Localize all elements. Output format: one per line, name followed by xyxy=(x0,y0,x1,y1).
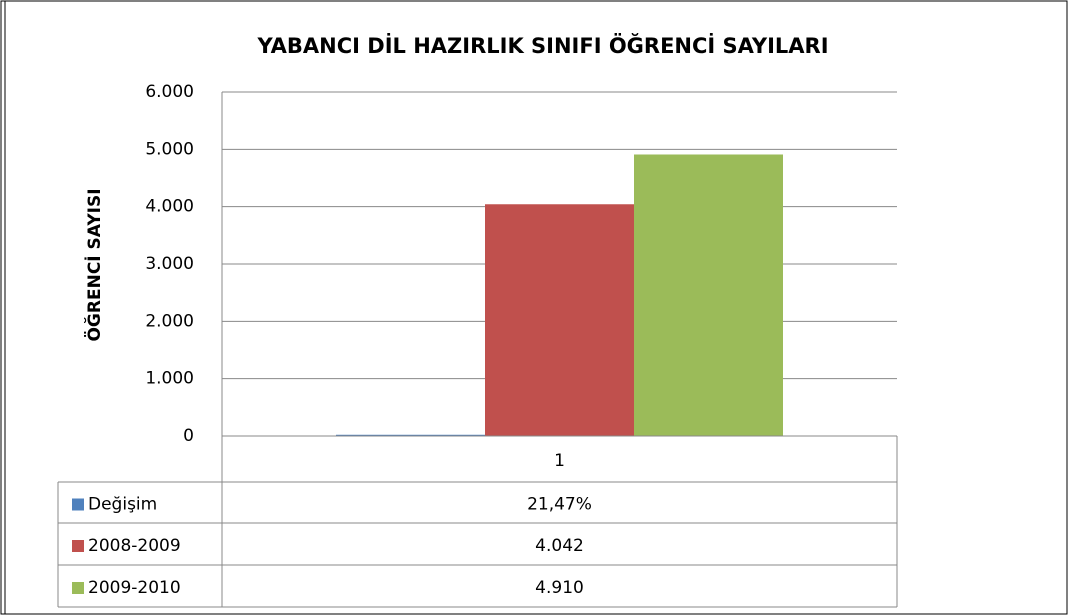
y-tick-label: 4.000 xyxy=(145,197,194,217)
y-tick-label: 5.000 xyxy=(145,139,194,159)
legend-key xyxy=(72,498,84,511)
legend-label: 2009-2010 xyxy=(88,578,181,598)
x-tick-label: 1 xyxy=(554,451,565,471)
bar xyxy=(336,434,485,436)
legend-label: 2008-2009 xyxy=(88,536,181,556)
chart-title: YABANCI DİL HAZIRLIK SINIFI ÖĞRENCİ SAYI… xyxy=(256,33,828,58)
y-axis-label: ÖĞRENCİ SAYISI xyxy=(83,188,105,341)
legend-key xyxy=(72,582,84,594)
bar xyxy=(634,154,783,436)
bar xyxy=(485,204,634,436)
y-tick-label: 0 xyxy=(183,426,194,446)
y-tick-label: 2.000 xyxy=(145,311,194,331)
legend-key xyxy=(72,540,84,552)
table-value: 21,47% xyxy=(527,495,592,515)
table-value: 4.910 xyxy=(535,578,584,598)
y-tick-label: 1.000 xyxy=(145,369,194,389)
table-value: 4.042 xyxy=(535,536,584,556)
legend-label: Değişim xyxy=(88,495,157,515)
y-tick-label: 3.000 xyxy=(145,254,194,274)
y-tick-label: 6.000 xyxy=(145,82,194,102)
